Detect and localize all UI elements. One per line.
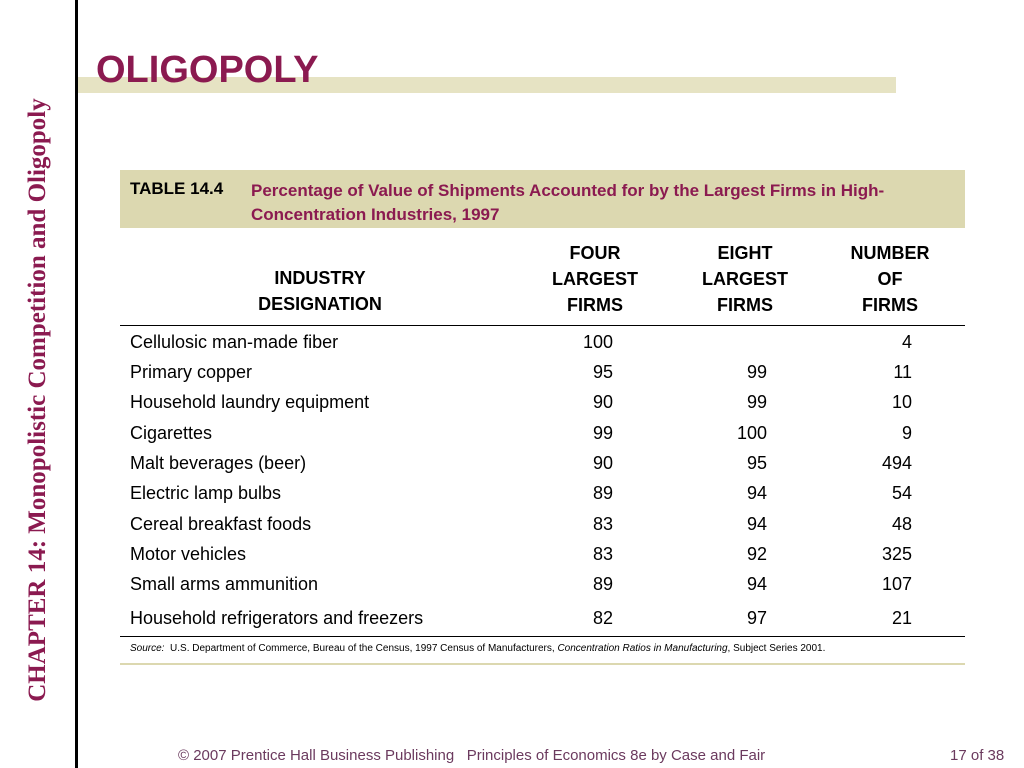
table-row: Cigarettes 99 100 9 <box>130 423 912 443</box>
table-number: TABLE 14.4 <box>130 179 224 198</box>
source-text: U.S. Department of Commerce, Bureau of t… <box>170 643 555 654</box>
table-caption: TABLE 14.4 Percentage of Value of Shipme… <box>120 170 965 228</box>
table-row: Motor vehicles 83 92 325 <box>130 544 912 564</box>
table-row: Cereal breakfast foods 83 94 48 <box>130 514 912 534</box>
header-four-largest: FOUR LARGEST FIRMS <box>551 243 638 315</box>
source-series: , Subject Series 2001. <box>727 643 826 654</box>
footer-page-number: 17 of 38 <box>950 747 1005 764</box>
table-source-note: Source: U.S. Department of Commerce, Bur… <box>130 643 825 654</box>
source-label: Source: <box>130 643 165 654</box>
title-underline-bar <box>78 77 896 93</box>
table-row: Cellulosic man-made fiber 100 4 <box>130 332 912 352</box>
chapter-title-text: CHAPTER 14: Monopolistic Competition and… <box>24 98 51 702</box>
table-row: Small arms ammunition 89 94 107 <box>130 574 912 594</box>
footer-copyright: © 2007 Prentice Hall Business Publishing… <box>178 747 766 764</box>
chapter-side-title: CHAPTER 14: Monopolistic Competition and… <box>0 0 75 768</box>
table-bottom-rule <box>120 636 965 637</box>
vertical-divider <box>75 0 78 768</box>
source-rule <box>120 663 965 665</box>
header-eight-largest: EIGHT LARGEST FIRMS <box>701 243 788 315</box>
table-row: Primary copper 95 99 11 <box>130 362 912 382</box>
header-rule <box>120 325 965 326</box>
table-caption-text: Percentage of Value of Shipments Account… <box>251 181 885 224</box>
slide-title: OLIGOPOLY <box>96 49 319 91</box>
table-row: Household refrigerators and freezers 82 … <box>130 608 912 628</box>
table-row: Household laundry equipment 90 99 10 <box>130 392 912 412</box>
header-industry: INDUSTRY DESIGNATION <box>258 268 382 314</box>
table-row: Malt beverages (beer) 90 95 494 <box>130 453 912 473</box>
header-number-of-firms: NUMBER OF FIRMS <box>850 243 930 315</box>
table-row: Electric lamp bulbs 89 94 54 <box>130 483 912 503</box>
source-publication: Concentration Ratios in Manufacturing <box>557 643 728 654</box>
